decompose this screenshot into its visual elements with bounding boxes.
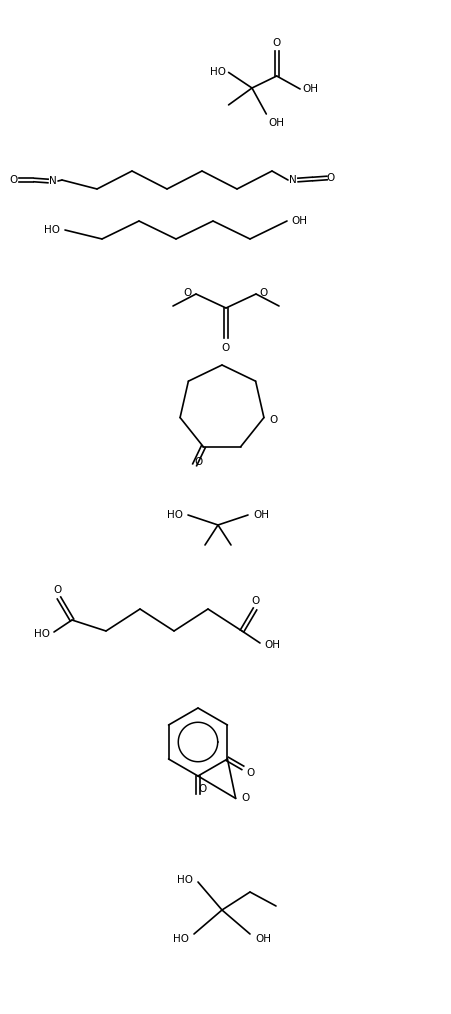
Text: HO: HO <box>44 225 60 235</box>
Text: HO: HO <box>209 67 225 77</box>
Text: HO: HO <box>173 934 189 944</box>
Text: O: O <box>221 343 230 353</box>
Text: O: O <box>251 596 259 606</box>
Text: O: O <box>259 288 267 298</box>
Text: O: O <box>326 173 334 183</box>
Text: OH: OH <box>263 640 279 650</box>
Text: O: O <box>246 768 254 778</box>
Text: O: O <box>272 39 280 49</box>
Text: O: O <box>194 456 202 466</box>
Text: HO: HO <box>34 629 50 639</box>
Text: O: O <box>10 175 18 185</box>
Text: OH: OH <box>301 84 318 94</box>
Text: OH: OH <box>253 510 268 520</box>
Text: O: O <box>241 793 249 803</box>
Text: O: O <box>54 585 62 595</box>
Text: OH: OH <box>254 934 271 944</box>
Text: OH: OH <box>290 216 306 226</box>
Text: OH: OH <box>268 118 284 128</box>
Text: HO: HO <box>166 510 183 520</box>
Text: O: O <box>198 784 207 794</box>
Text: O: O <box>184 288 192 298</box>
Text: HO: HO <box>177 875 193 885</box>
Text: N: N <box>289 175 296 185</box>
Text: N: N <box>49 176 57 186</box>
Text: O: O <box>269 415 277 425</box>
